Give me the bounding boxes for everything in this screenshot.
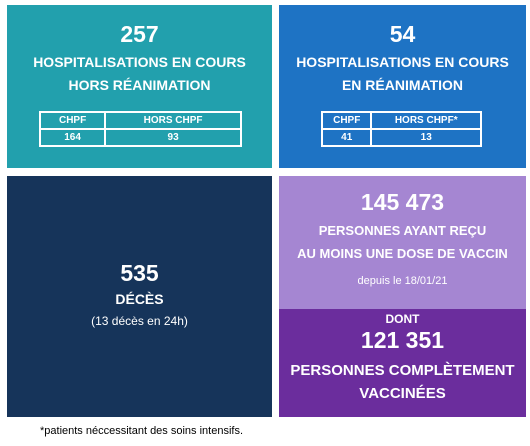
rea-count: 54 xyxy=(389,21,416,47)
hosp-table-value-chpf: 164 xyxy=(38,128,107,147)
vaccination-one-dose-tile: 145 473 PERSONNES AYANT REÇU AU MOINS UN… xyxy=(279,176,526,309)
vax-full-label-line1: PERSONNES COMPLÈTEMENT xyxy=(290,362,515,379)
hosp-table-header-hors-chpf: HORS CHPF xyxy=(104,111,242,130)
hosp-label-line1: HOSPITALISATIONS EN COURS xyxy=(33,54,246,70)
rea-breakdown-table: CHPF HORS CHPF* 41 13 xyxy=(320,111,482,147)
hosp-count: 257 xyxy=(120,21,159,47)
hosp-table-header-chpf: CHPF xyxy=(38,111,107,130)
deces-label: DÉCÈS xyxy=(115,291,164,307)
vax-full-label-line2: VACCINÉES xyxy=(359,385,446,402)
footnote: *patients néccessitant des soins intensi… xyxy=(40,425,244,437)
rea-label-line2: EN RÉANIMATION xyxy=(341,77,464,93)
vax-dose-count: 145 473 xyxy=(360,189,445,215)
rea-label-line1: HOSPITALISATIONS EN COURS xyxy=(296,54,509,70)
vax-dose-label-line1: PERSONNES AYANT REÇU xyxy=(318,223,487,238)
deces-count: 535 xyxy=(120,260,159,286)
hospitalisations-hors-reanimation-tile: 257 HOSPITALISATIONS EN COURS HORS RÉANI… xyxy=(7,5,272,168)
vax-dose-label-line2: AU MOINS UNE DOSE DE VACCIN xyxy=(297,246,508,261)
vaccination-complete-tile: DONT 121 351 PERSONNES COMPLÈTEMENT VACC… xyxy=(279,309,526,417)
rea-table-value-chpf: 41 xyxy=(320,128,373,147)
rea-table-header-hors-chpf: HORS CHPF* xyxy=(370,111,482,130)
vax-dose-since: depuis le 18/01/21 xyxy=(357,275,448,287)
vax-full-prefix: DONT xyxy=(385,312,420,326)
vax-full-count: 121 351 xyxy=(360,327,445,353)
rea-table-value-hors-chpf: 13 xyxy=(370,128,482,147)
hosp-label-line2: HORS RÉANIMATION xyxy=(68,77,211,93)
hosp-breakdown-table: CHPF HORS CHPF 164 93 xyxy=(38,111,242,147)
hosp-table-value-hors-chpf: 93 xyxy=(104,128,242,147)
rea-table-header-chpf: CHPF xyxy=(320,111,373,130)
deces-tile: 535 DÉCÈS (13 décès en 24h) xyxy=(7,176,272,417)
deces-note: (13 décès en 24h) xyxy=(91,314,188,328)
hospitalisations-reanimation-tile: 54 HOSPITALISATIONS EN COURS EN RÉANIMAT… xyxy=(279,5,526,168)
